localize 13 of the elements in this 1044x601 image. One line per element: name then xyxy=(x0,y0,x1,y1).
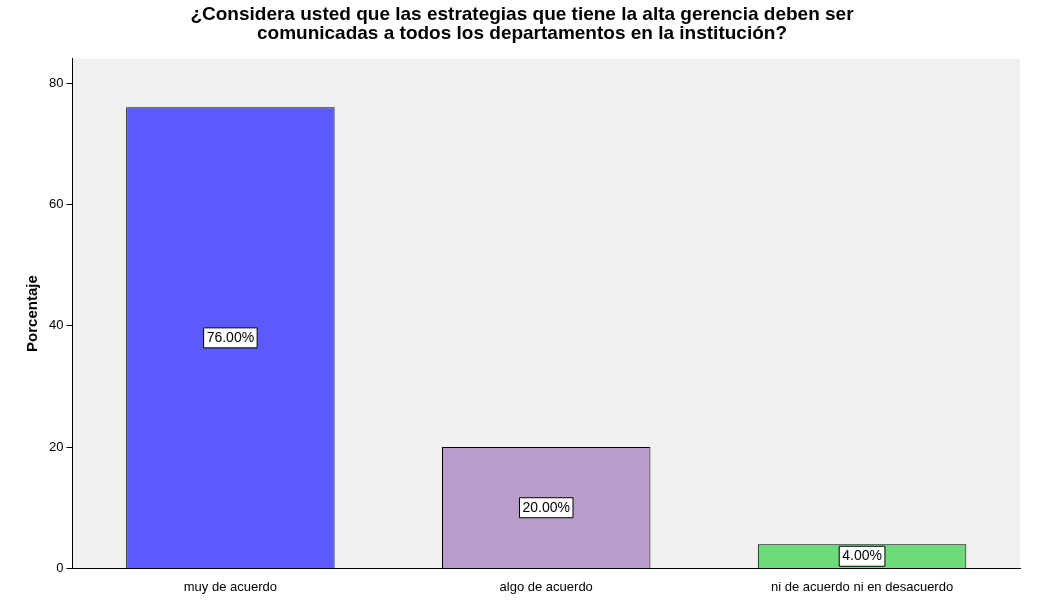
data-label: 4.00% xyxy=(842,547,882,564)
y-tick-label: 40 xyxy=(48,317,64,333)
chart-title: ¿Considera usted que las estrategias que tiene la alta gerencia deben ser comunicadas a todos los departamentos en la institución? xyxy=(189,3,855,45)
data-label: 20.00% xyxy=(522,498,570,515)
y-tick-label: 60 xyxy=(48,195,64,211)
x-tick-label: algo de acuerdo xyxy=(499,578,593,594)
x-tick-label: muy de acuerdo xyxy=(183,578,277,594)
y-tick-label: 80 xyxy=(48,74,64,90)
y-tick-label: 20 xyxy=(48,438,64,454)
x-tick-label: ni de acuerdo ni en desacuerdo xyxy=(771,578,954,594)
y-axis-title: Porcentaje xyxy=(23,275,41,352)
data-label: 76.00% xyxy=(206,328,255,345)
y-tick-label: 0 xyxy=(56,559,64,575)
